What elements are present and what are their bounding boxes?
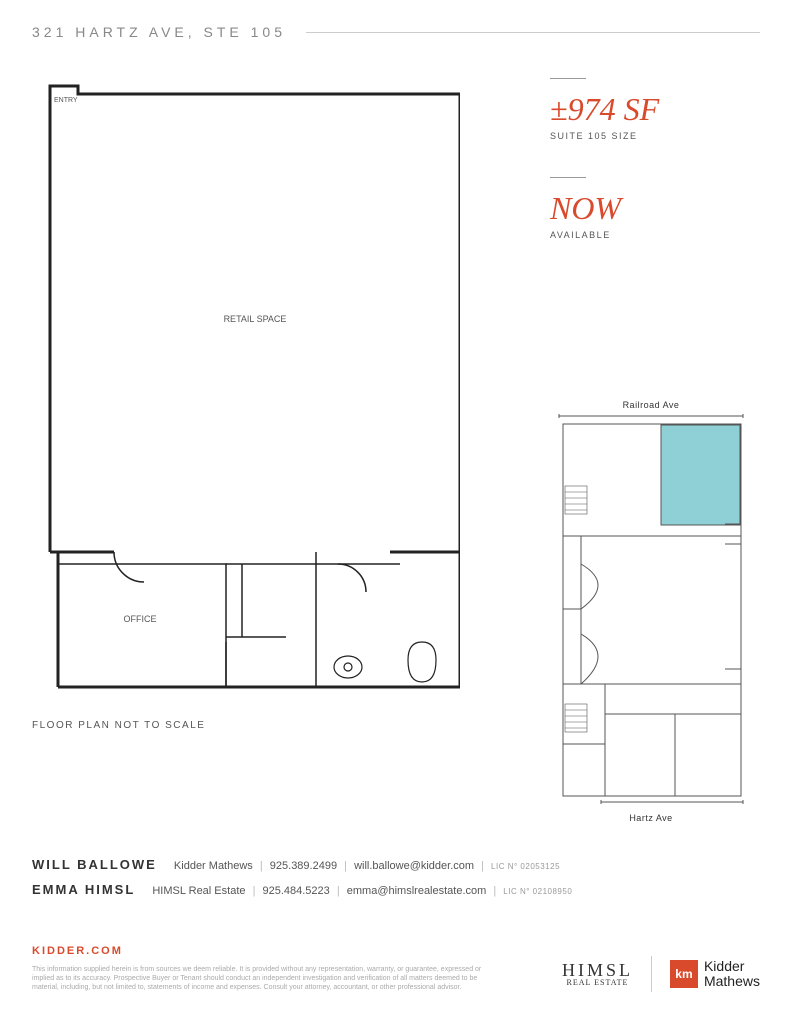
size-sub: SUITE 105 SIZE [550,131,750,141]
contact-row: WILL BALLOWE Kidder Mathews | 925.389.24… [32,857,760,872]
info-size: ±974 SF SUITE 105 SIZE [550,78,750,141]
street-top: Railroad Ave [555,400,747,410]
floor-plan: ENTRY RETAIL SPACE OFFICE [40,82,460,692]
label-office: OFFICE [124,614,157,624]
info-avail: NOW AVAILABLE [550,177,750,240]
contact-firm: Kidder Mathews [174,860,253,872]
logo-kidder-mathews: km Kidder Mathews [670,959,760,988]
disclaimer: This information supplied herein is from… [32,965,482,992]
size-headline: ±974 SF [550,93,750,125]
contact-phone: 925.484.5223 [262,885,329,897]
avail-sub: AVAILABLE [550,230,750,240]
contact-name: EMMA HIMSL [32,882,135,897]
logo-himsl: HIMSL REAL ESTATE [562,961,633,987]
site-plan: Railroad Ave [555,400,747,823]
header-address: 321 HARTZ AVE, STE 105 [32,24,286,40]
contact-lic: LIC N° 02053125 [491,862,560,871]
scale-note: FLOOR PLAN NOT TO SCALE [32,720,205,731]
footer-left: KIDDER.COM This information supplied her… [32,945,482,992]
logo-divider [651,956,652,992]
contact-email: will.ballowe@kidder.com [354,860,474,872]
contact-lic: LIC N° 02108950 [503,887,572,896]
info-panel: ±974 SF SUITE 105 SIZE NOW AVAILABLE [550,78,750,276]
contact-phone: 925.389.2499 [270,860,337,872]
contact-name: WILL BALLOWE [32,857,157,872]
label-retail: RETAIL SPACE [224,314,287,324]
label-entry: ENTRY [54,97,78,104]
site-plan-svg [555,414,747,804]
footer-url: KIDDER.COM [32,945,482,957]
page-footer: KIDDER.COM This information supplied her… [32,945,760,992]
km-square-icon: km [670,960,698,988]
contacts-block: WILL BALLOWE Kidder Mathews | 925.389.24… [32,857,760,907]
page-header: 321 HARTZ AVE, STE 105 [32,24,760,40]
mini-rule [550,78,586,79]
header-rule [306,32,760,33]
contact-email: emma@himslrealestate.com [347,885,487,897]
contact-firm: HIMSL Real Estate [152,885,245,897]
contact-row: EMMA HIMSL HIMSL Real Estate | 925.484.5… [32,882,760,897]
street-bottom: Hartz Ave [555,813,747,823]
floor-plan-svg: ENTRY RETAIL SPACE OFFICE [40,82,460,692]
mini-rule [550,177,586,178]
avail-headline: NOW [550,192,750,224]
footer-logos: HIMSL REAL ESTATE km Kidder Mathews [562,956,760,992]
